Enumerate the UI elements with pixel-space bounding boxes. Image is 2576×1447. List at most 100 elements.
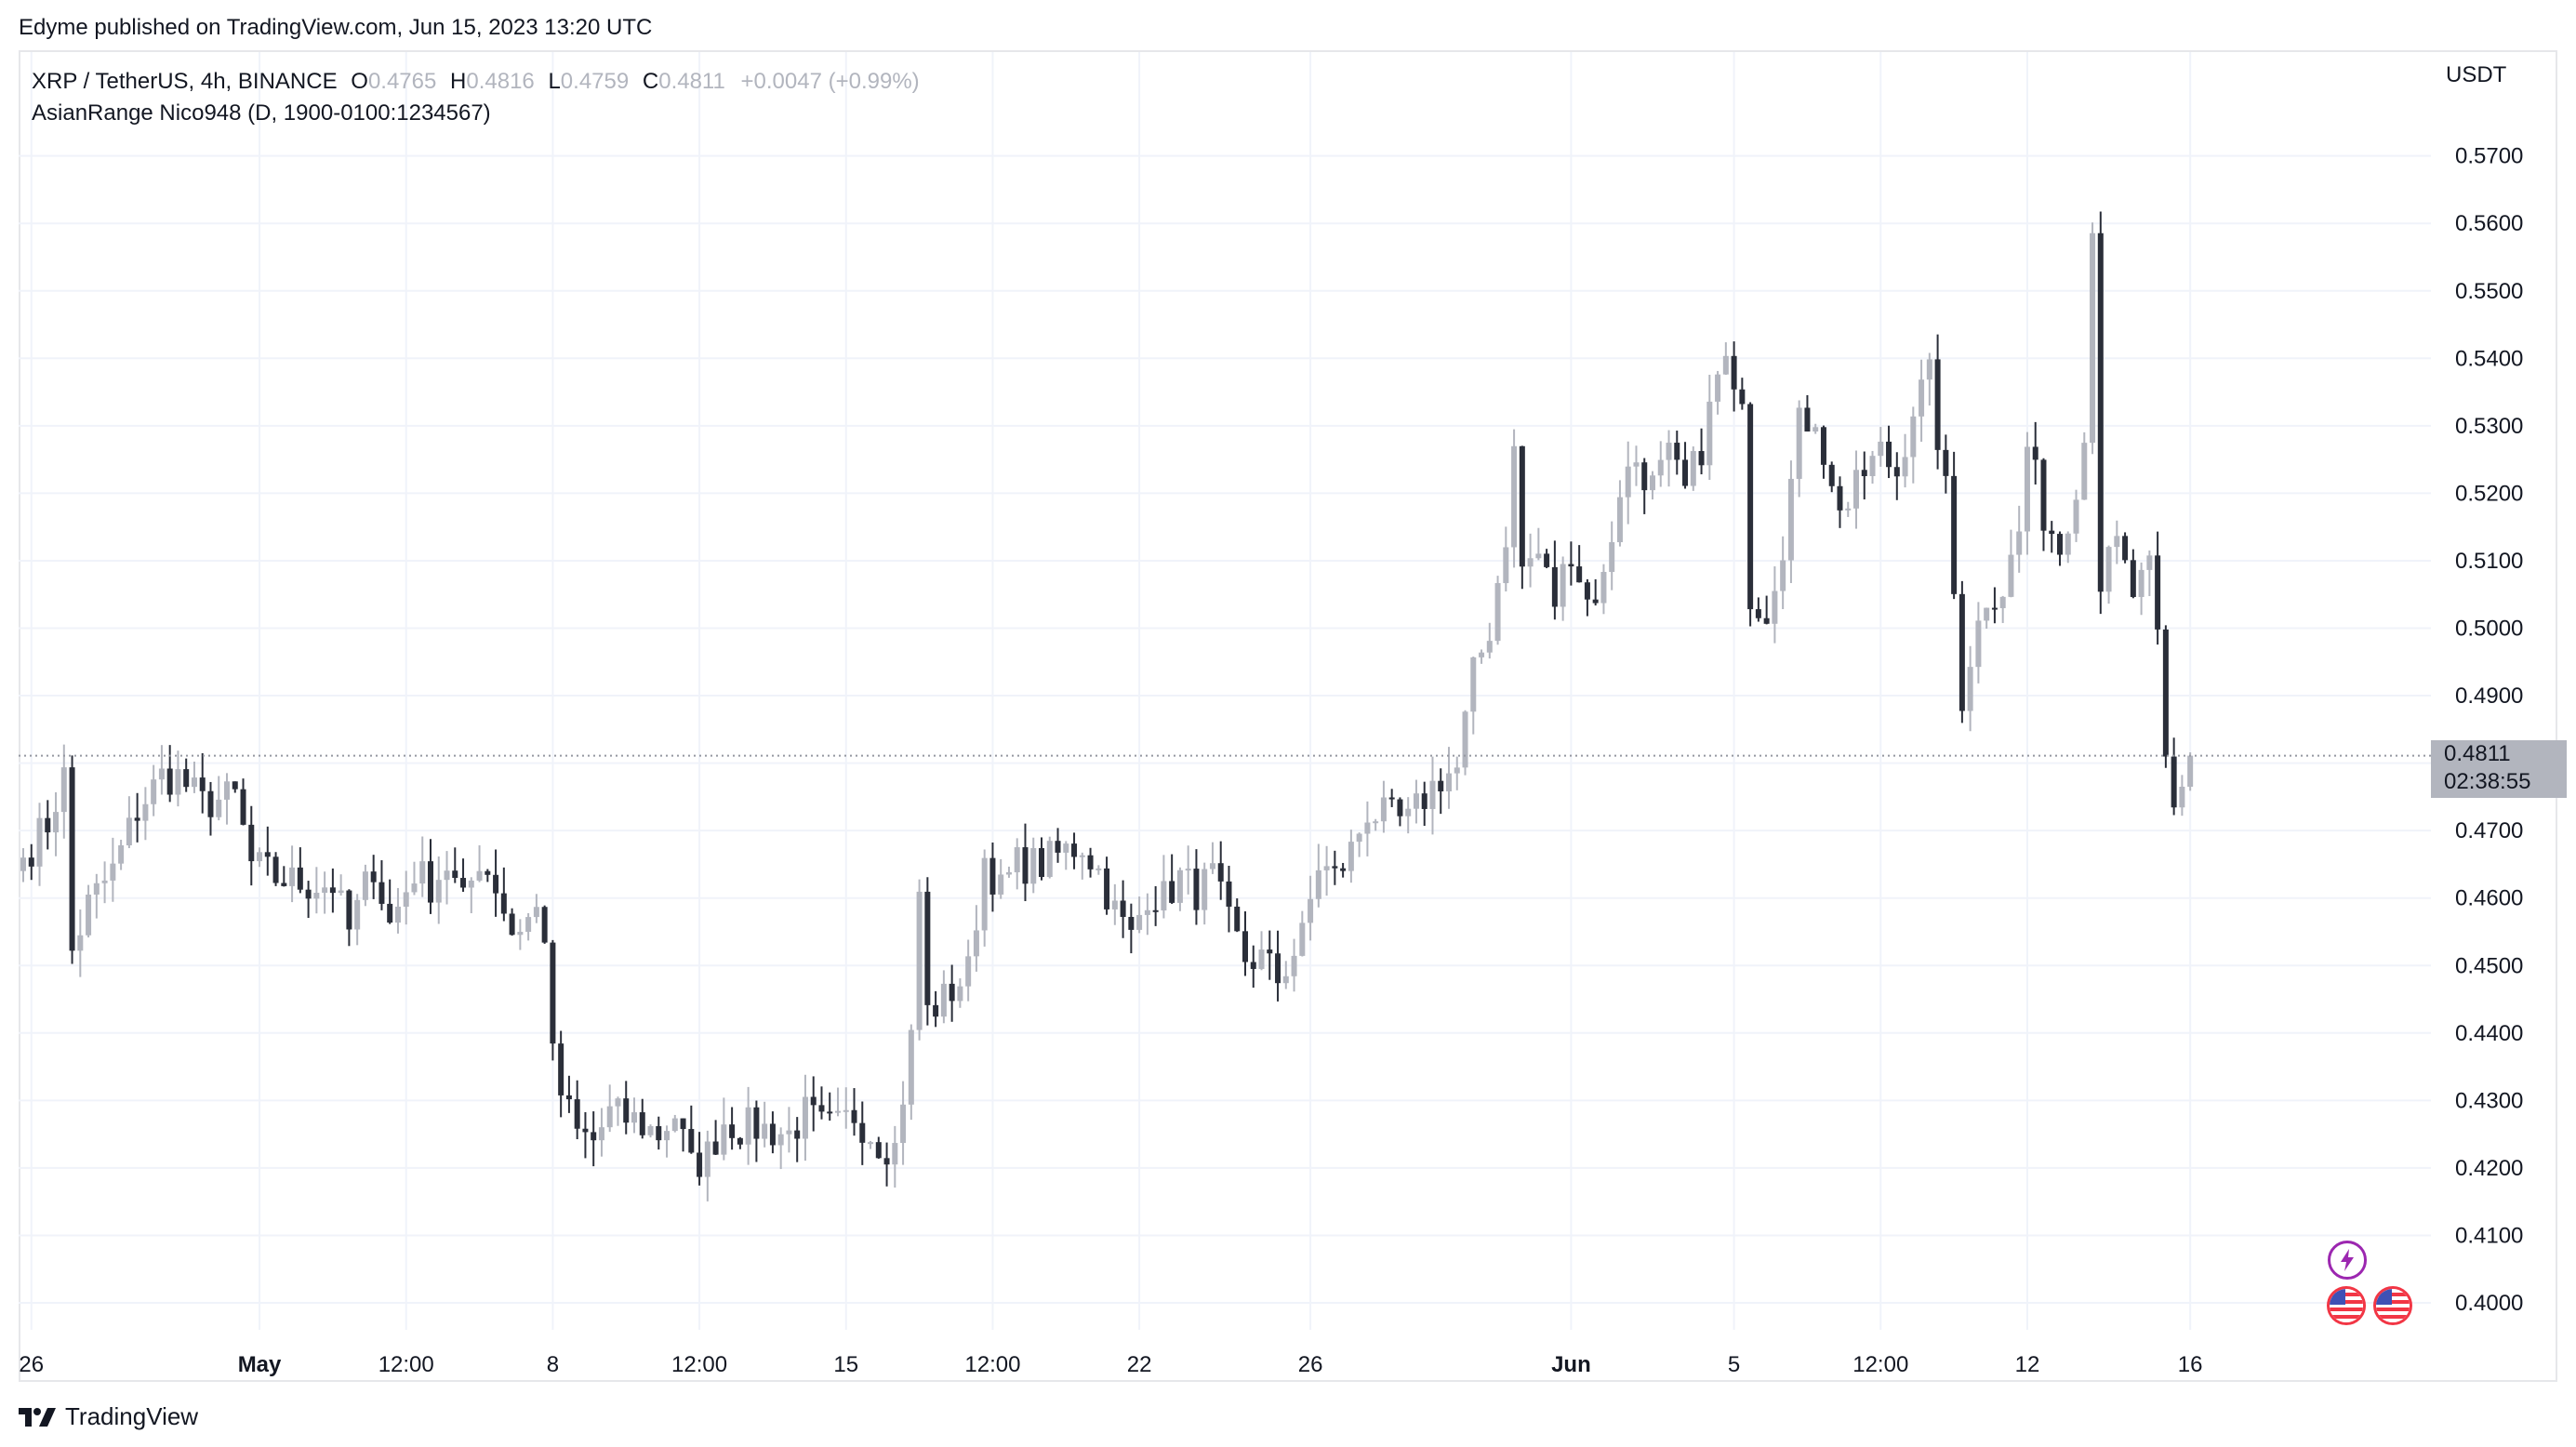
candle-body[interactable] bbox=[1869, 456, 1876, 477]
candle-body[interactable] bbox=[2105, 547, 2112, 592]
candle-body[interactable] bbox=[1698, 451, 1705, 466]
candle-body[interactable] bbox=[53, 812, 60, 833]
candle-body[interactable] bbox=[362, 871, 368, 900]
candle-body[interactable] bbox=[248, 824, 255, 862]
candle-body[interactable] bbox=[444, 870, 450, 881]
candle-body[interactable] bbox=[1332, 866, 1338, 869]
candle-body[interactable] bbox=[1446, 773, 1452, 791]
candle-body[interactable] bbox=[721, 1124, 727, 1155]
candle-body[interactable] bbox=[1388, 797, 1395, 800]
candle-body[interactable] bbox=[1308, 898, 1314, 923]
candle-body[interactable] bbox=[1772, 591, 1778, 624]
candle-body[interactable] bbox=[1152, 909, 1159, 912]
candle-body[interactable] bbox=[1722, 355, 1729, 375]
candle-body[interactable] bbox=[883, 1158, 890, 1165]
candle-body[interactable] bbox=[1340, 868, 1347, 871]
candle-body[interactable] bbox=[1144, 909, 1150, 915]
candle-body[interactable] bbox=[2040, 459, 2047, 531]
candle-body[interactable] bbox=[1323, 866, 1330, 870]
candle-body[interactable] bbox=[2008, 554, 2014, 597]
candle-body[interactable] bbox=[892, 1143, 898, 1165]
candle-body[interactable] bbox=[1176, 870, 1183, 903]
candle-body[interactable] bbox=[1853, 470, 1859, 509]
candle-body[interactable] bbox=[1479, 652, 1485, 657]
candle-body[interactable] bbox=[1682, 459, 1689, 486]
candle-body[interactable] bbox=[1674, 443, 1680, 460]
candle-body[interactable] bbox=[1739, 389, 1746, 405]
candle-body[interactable] bbox=[647, 1126, 654, 1135]
candle-body[interactable] bbox=[1202, 869, 1208, 910]
candle-body[interactable] bbox=[1022, 847, 1029, 884]
candle-body[interactable] bbox=[2146, 555, 2153, 570]
candle-body[interactable] bbox=[394, 906, 401, 923]
candle-body[interactable] bbox=[1959, 593, 1965, 711]
candle-body[interactable] bbox=[1519, 445, 1525, 567]
candle-body[interactable] bbox=[631, 1112, 637, 1123]
candle-body[interactable] bbox=[737, 1137, 743, 1145]
candle-body[interactable] bbox=[101, 880, 108, 883]
candle-body[interactable] bbox=[1421, 793, 1427, 809]
candle-body[interactable] bbox=[1633, 462, 1640, 467]
candle-body[interactable] bbox=[1763, 617, 1770, 624]
candle-body[interactable] bbox=[468, 880, 474, 888]
candle-body[interactable] bbox=[1902, 457, 1908, 477]
candle-body[interactable] bbox=[615, 1098, 621, 1107]
candle-body[interactable] bbox=[1470, 657, 1477, 712]
candle-body[interactable] bbox=[1104, 868, 1110, 909]
candle-body[interactable] bbox=[1780, 560, 1786, 591]
candle-body[interactable] bbox=[1804, 407, 1811, 432]
candle-body[interactable] bbox=[2122, 536, 2129, 561]
candle-body[interactable] bbox=[1071, 843, 1078, 857]
candle-body[interactable] bbox=[1650, 475, 1655, 491]
candle-body[interactable] bbox=[2073, 499, 2079, 534]
candle-body[interactable] bbox=[2090, 232, 2096, 444]
candle-body[interactable] bbox=[1861, 470, 1867, 477]
candle-body[interactable] bbox=[1527, 558, 1534, 567]
candle-body[interactable] bbox=[1690, 451, 1696, 486]
candle-body[interactable] bbox=[118, 844, 125, 864]
candle-body[interactable] bbox=[1462, 711, 1468, 768]
candle-body[interactable] bbox=[1551, 566, 1558, 607]
candle-body[interactable] bbox=[2057, 534, 2063, 555]
candle-body[interactable] bbox=[1185, 869, 1191, 871]
candle-body[interactable] bbox=[1120, 900, 1126, 917]
candle-body[interactable] bbox=[908, 1029, 914, 1105]
candle-body[interactable] bbox=[1128, 916, 1135, 930]
candle-body[interactable] bbox=[940, 983, 947, 1017]
candle-body[interactable] bbox=[1706, 401, 1713, 466]
candle-body[interactable] bbox=[1169, 881, 1175, 903]
candle-body[interactable] bbox=[2016, 531, 2023, 555]
candle-body[interactable] bbox=[1005, 871, 1012, 875]
candle-body[interactable] bbox=[411, 883, 418, 893]
candle-body[interactable] bbox=[835, 1110, 841, 1113]
candle-body[interactable] bbox=[574, 1099, 580, 1129]
candle-body[interactable] bbox=[207, 790, 214, 817]
candle-body[interactable] bbox=[183, 769, 190, 788]
candle-body[interactable] bbox=[77, 935, 84, 951]
candle-body[interactable] bbox=[2138, 569, 2144, 597]
candle-body[interactable] bbox=[1616, 497, 1623, 543]
candle-body[interactable] bbox=[1878, 441, 1884, 457]
candle-body[interactable] bbox=[240, 789, 246, 825]
candle-body[interactable] bbox=[565, 1095, 572, 1100]
candle-body[interactable] bbox=[199, 777, 206, 791]
candle-body[interactable] bbox=[86, 894, 92, 936]
candle-body[interactable] bbox=[697, 1152, 703, 1177]
candle-body[interactable] bbox=[989, 857, 996, 895]
candle-body[interactable] bbox=[1755, 609, 1761, 618]
us-flag-icon[interactable] bbox=[2327, 1286, 2366, 1325]
candle-body[interactable] bbox=[1893, 467, 1900, 477]
candle-body[interactable] bbox=[1576, 566, 1583, 583]
candle-body[interactable] bbox=[533, 907, 539, 918]
candle-body[interactable] bbox=[1503, 547, 1509, 584]
candle-body[interactable] bbox=[1494, 583, 1501, 642]
candle-body[interactable] bbox=[973, 930, 979, 957]
candle-body[interactable] bbox=[712, 1141, 719, 1155]
candle-body[interactable] bbox=[558, 1043, 564, 1095]
candle-body[interactable] bbox=[851, 1109, 857, 1123]
candle-body[interactable] bbox=[281, 883, 287, 886]
candle-body[interactable] bbox=[370, 871, 377, 883]
candle-body[interactable] bbox=[688, 1129, 695, 1153]
candle-body[interactable] bbox=[1544, 553, 1550, 567]
candle-body[interactable] bbox=[818, 1105, 825, 1112]
